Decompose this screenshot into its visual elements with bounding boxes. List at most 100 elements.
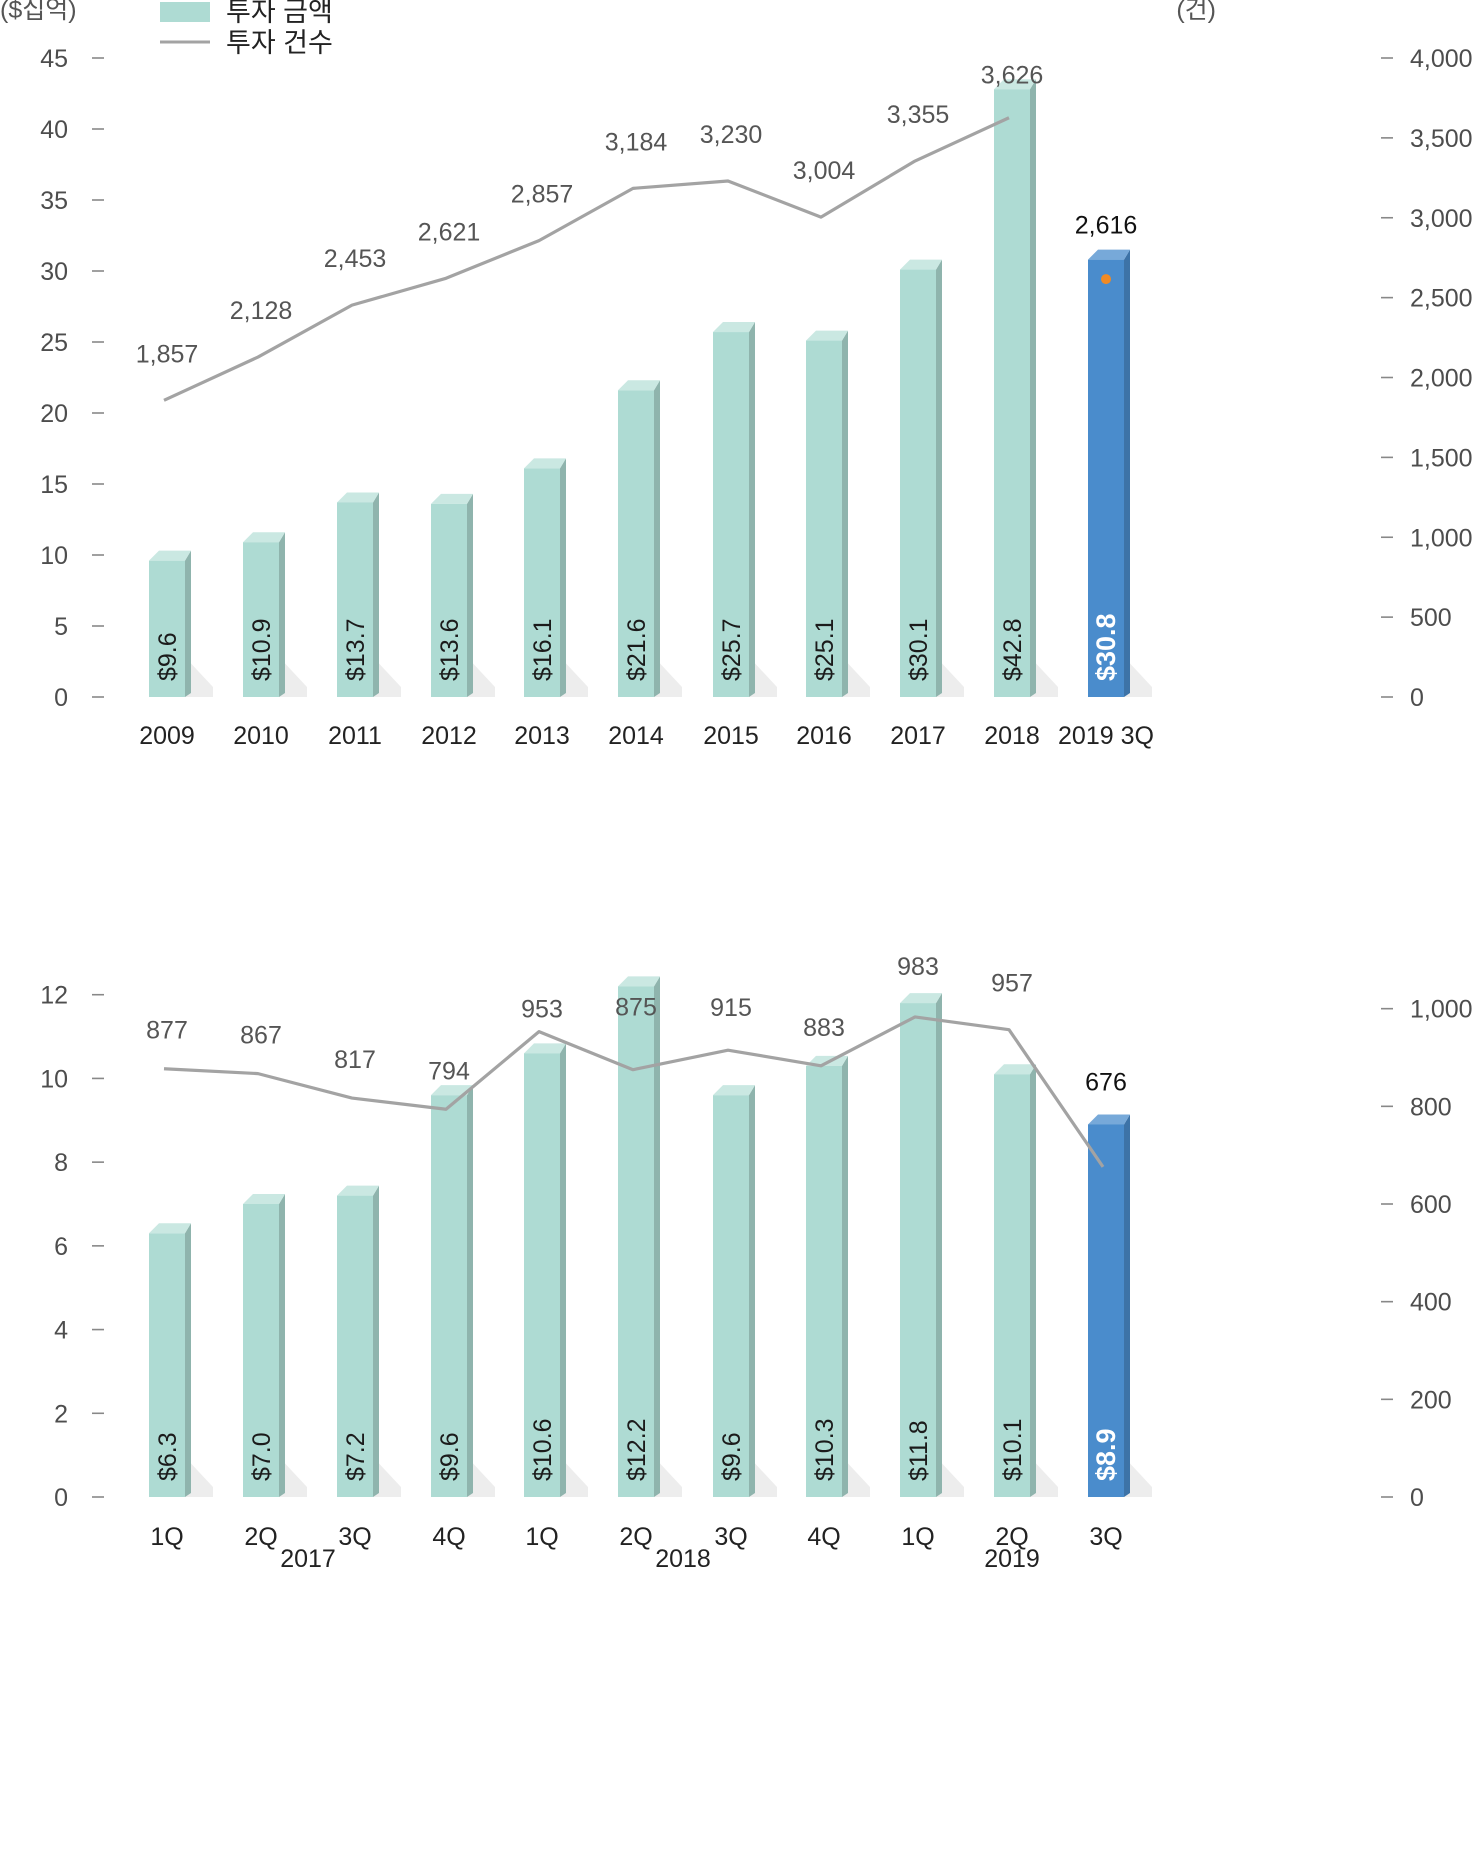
right-axis-tick-label: 2,500	[1410, 285, 1473, 313]
bar-front	[900, 1003, 936, 1497]
bar	[149, 1223, 213, 1497]
bar-top	[149, 550, 191, 561]
bar-shadow	[654, 1457, 682, 1497]
bar-side	[560, 1043, 566, 1497]
bar-top	[900, 259, 942, 270]
bar-shadow	[936, 1457, 964, 1497]
bar-front	[431, 1095, 467, 1497]
bar-side	[467, 1085, 473, 1497]
right-axis-tick-label: 200	[1410, 1386, 1452, 1414]
bar-front	[900, 269, 936, 697]
bar-shadow	[936, 657, 964, 697]
bar	[806, 330, 870, 697]
count-line	[163, 116, 1010, 402]
bar-side	[1030, 79, 1036, 698]
bar-value-label: $9.6	[718, 1432, 746, 1481]
right-axis-tick-label: 1,000	[1410, 524, 1473, 552]
year-group-label: 2018	[655, 1545, 711, 1573]
category-label: 2016	[796, 722, 852, 750]
bar-value-label: $7.0	[248, 1432, 276, 1481]
bar	[900, 259, 964, 697]
bar-shadow	[279, 657, 307, 697]
category-label: 2013	[514, 722, 570, 750]
bar-value-label: $9.6	[436, 1432, 464, 1481]
bar-top	[431, 493, 473, 504]
bar-shadow	[279, 1457, 307, 1497]
bar-value-label: $30.8	[1091, 613, 1121, 681]
right-axis-tick-label: 4,000	[1410, 45, 1473, 73]
bar-top	[1088, 1114, 1130, 1125]
bar	[243, 532, 307, 697]
bar	[337, 492, 401, 697]
bar-shadow	[185, 1457, 213, 1497]
bar-value-label: $21.6	[623, 618, 651, 681]
left-axis-tick-label: 40	[40, 116, 68, 144]
bar-side	[936, 259, 942, 697]
bar-shadow	[185, 657, 213, 697]
bar-value-label: $25.1	[811, 618, 839, 681]
bar-front	[618, 986, 654, 1497]
category-label: 2015	[703, 722, 759, 750]
right-axis-tick-label: 800	[1410, 1093, 1452, 1121]
count-data-label: 794	[428, 1057, 470, 1085]
bar-value-label: $9.6	[154, 632, 182, 681]
bar-shadow	[1124, 1457, 1152, 1497]
category-label: 3Q	[1089, 1523, 1122, 1551]
right-axis-unit: (건)	[1176, 0, 1216, 24]
bar-side	[749, 1085, 755, 1497]
bar	[713, 1085, 777, 1497]
bar-top	[713, 1085, 755, 1096]
count-data-label: 2,453	[324, 245, 387, 273]
bar-shadow	[749, 657, 777, 697]
category-label: 2017	[890, 722, 946, 750]
category-label: 1Q	[150, 1523, 183, 1551]
category-label: 2009	[139, 722, 195, 750]
bar-top	[149, 1223, 191, 1234]
bar-shadow	[654, 657, 682, 697]
bar	[337, 1185, 401, 1497]
right-axis-tick-label: 2,000	[1410, 365, 1473, 393]
count-data-label: 3,626	[981, 62, 1044, 90]
bar-value-label: $25.7	[718, 618, 746, 681]
category-label: 2010	[233, 722, 289, 750]
legend-line-label: 투자 건수	[226, 28, 333, 58]
bar-value-label: $30.1	[905, 618, 933, 681]
year-group-label: 2019	[984, 1545, 1040, 1573]
legend-bar-label: 투자 금액	[226, 0, 333, 27]
bar-front	[524, 1053, 560, 1497]
bar-shadow	[467, 657, 495, 697]
count-data-label: 875	[615, 994, 657, 1022]
bar-value-label: $7.2	[342, 1432, 370, 1481]
left-axis-tick-label: 4	[54, 1317, 68, 1345]
bar-shadow	[842, 657, 870, 697]
bar-front	[1088, 1124, 1124, 1497]
right-axis-tick-label: 0	[1410, 684, 1424, 712]
bar-value-label: $6.3	[154, 1432, 182, 1481]
bar-front	[994, 1074, 1030, 1497]
bar-value-label: $10.3	[811, 1418, 839, 1481]
right-axis-tick-label: 1,500	[1410, 444, 1473, 472]
bar-side	[842, 330, 848, 697]
bar-front	[994, 89, 1030, 698]
bar	[149, 550, 213, 697]
bar-top	[713, 322, 755, 333]
count-data-label: 676	[1085, 1068, 1127, 1096]
legend-bar-swatch	[160, 2, 210, 22]
bar-front	[618, 390, 654, 697]
category-label: 2012	[421, 722, 477, 750]
count-data-label: 2,128	[230, 297, 293, 325]
bar-shadow	[1030, 657, 1058, 697]
left-axis-unit: ($십억)	[0, 0, 77, 24]
left-axis-tick-label: 10	[40, 1065, 68, 1093]
count-data-label: 957	[991, 970, 1033, 998]
category-label: 2014	[608, 722, 664, 750]
bar-value-label: $10.9	[248, 618, 276, 681]
bar-front	[1088, 259, 1124, 697]
bar	[618, 976, 682, 1497]
bar-shadow	[842, 1457, 870, 1497]
bar-value-label: $42.8	[999, 618, 1027, 681]
category-label: 2Q	[244, 1523, 277, 1551]
year-group-label: 2017	[280, 1545, 336, 1573]
left-axis-tick-label: 45	[40, 45, 68, 73]
